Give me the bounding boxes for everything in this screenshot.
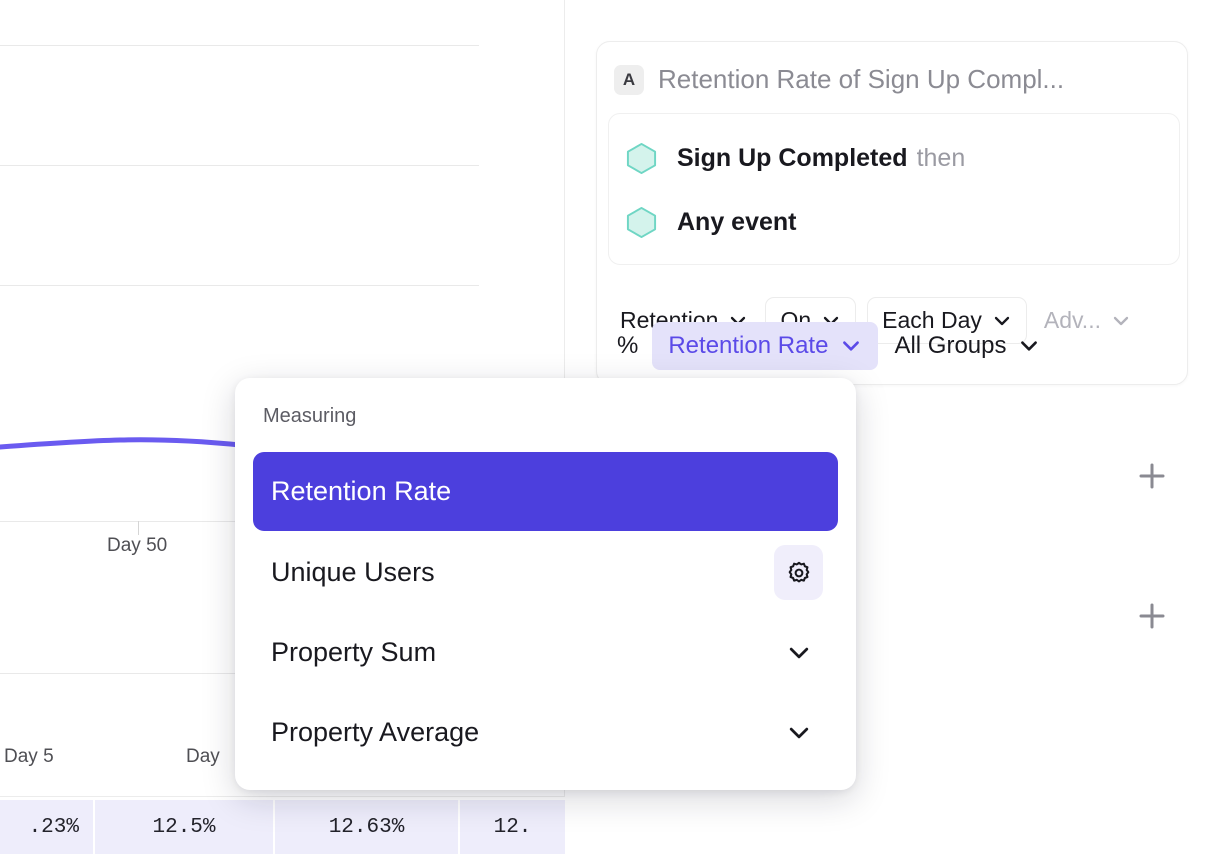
event-step-suffix: then <box>916 144 966 172</box>
chevron-down-icon <box>994 316 1010 325</box>
interval-label: Each Day <box>882 307 982 333</box>
dropdown-item-unique-users[interactable]: Unique Users <box>253 533 838 612</box>
retention-table-row: .23% 12.5% 12.63% 12. <box>0 800 565 854</box>
gear-settings-button[interactable] <box>774 545 823 600</box>
interval-select[interactable]: Each Day <box>867 297 1027 344</box>
advanced-select[interactable]: Adv... <box>1038 307 1137 334</box>
dropdown-item-property-average[interactable]: Property Average <box>253 693 838 772</box>
dropdown-item-label: Property Sum <box>271 637 437 667</box>
dropdown-item-trailing <box>786 640 838 666</box>
dropdown-item-trailing <box>774 545 838 600</box>
measuring-value: Retention Rate <box>668 332 829 359</box>
dropdown-item-label: Property Average <box>271 717 480 747</box>
table-cell[interactable]: 12. <box>460 800 565 854</box>
measuring-dropdown-menu: Measuring Retention Rate Unique Users Pr… <box>235 378 856 790</box>
x-axis-label-day5: Day 5 <box>4 746 54 767</box>
table-cell[interactable]: .23% <box>0 800 95 854</box>
plus-icon <box>1139 603 1165 629</box>
event-step-row[interactable]: Sign Up Completed then <box>625 142 965 175</box>
dropdown-item-property-sum[interactable]: Property Sum <box>253 613 838 692</box>
axis-tick <box>138 521 139 535</box>
event-step-labels: Sign Up Completed then <box>677 144 965 173</box>
pane-horizontal-divider <box>0 796 565 797</box>
dropdown-item-label: Unique Users <box>271 557 435 587</box>
add-breakdown-button[interactable] <box>1135 599 1169 633</box>
x-axis-label-day: Day <box>186 746 220 767</box>
advanced-label: Adv... <box>1043 307 1101 333</box>
chart-gridline <box>0 165 479 166</box>
chart-gridline <box>0 45 479 46</box>
dropdown-section-label: Measuring <box>263 405 357 427</box>
add-query-button[interactable] <box>1135 459 1169 493</box>
gear-icon <box>788 561 809 582</box>
query-card: A Retention Rate of Sign Up Compl... Sig… <box>596 41 1188 385</box>
query-letter-badge: A <box>614 64 644 95</box>
measuring-select[interactable]: Retention Rate <box>652 322 879 370</box>
hexagon-icon <box>626 142 657 175</box>
chevron-down-icon[interactable] <box>786 720 812 746</box>
hexagon-icon <box>626 206 657 239</box>
percent-sign: % <box>617 332 639 359</box>
chevron-down-icon <box>843 341 860 351</box>
chart-gridline <box>0 285 479 286</box>
chevron-down-icon <box>1020 341 1037 351</box>
query-title[interactable]: Retention Rate of Sign Up Compl... <box>658 64 1065 94</box>
groups-value: All Groups <box>894 332 1007 359</box>
dropdown-item-retention-rate[interactable]: Retention Rate <box>253 452 838 531</box>
chevron-down-icon[interactable] <box>786 640 812 666</box>
table-cell[interactable]: 12.63% <box>275 800 460 854</box>
dropdown-item-label: Retention Rate <box>271 476 452 506</box>
event-step-label: Any event <box>677 208 797 236</box>
dropdown-item-trailing <box>786 720 838 746</box>
measure-row: % Retention Rate All Groups <box>617 322 1040 370</box>
event-step-label: Sign Up Completed <box>677 144 908 172</box>
plus-icon <box>1139 463 1165 489</box>
event-step-row[interactable]: Any event <box>625 206 796 239</box>
query-header: A Retention Rate of Sign Up Compl... <box>614 64 1064 95</box>
x-axis-label-day50: Day 50 <box>107 535 168 556</box>
groups-select[interactable]: All Groups <box>894 332 1039 360</box>
chevron-down-icon <box>1113 316 1129 325</box>
event-steps-container: Sign Up Completed then Any event <box>608 113 1180 265</box>
table-cell[interactable]: 12.5% <box>95 800 275 854</box>
